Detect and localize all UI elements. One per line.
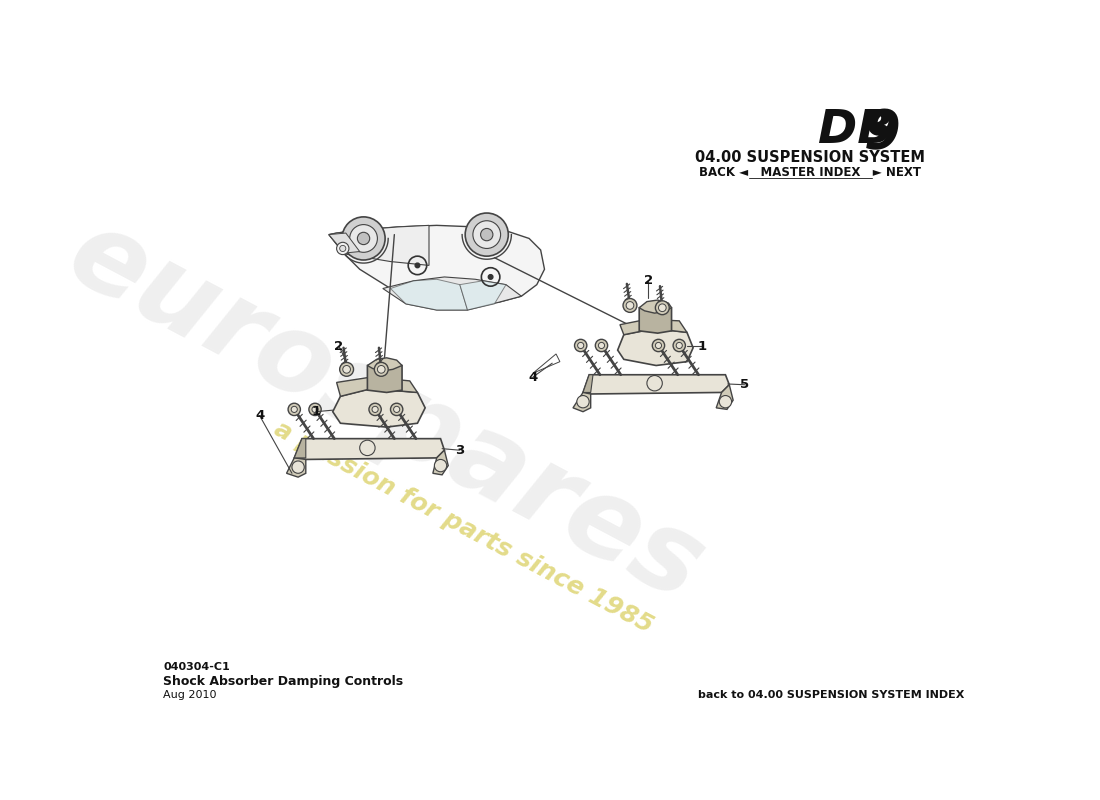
Polygon shape <box>337 377 418 396</box>
Text: 040304-C1: 040304-C1 <box>163 662 230 672</box>
Text: Shock Absorber Damping Controls: Shock Absorber Damping Controls <box>163 674 404 688</box>
Circle shape <box>719 395 732 408</box>
Polygon shape <box>295 438 306 458</box>
Circle shape <box>358 232 370 245</box>
Text: 2: 2 <box>334 340 343 353</box>
Text: 9: 9 <box>865 107 901 159</box>
Circle shape <box>473 221 500 249</box>
Circle shape <box>415 263 420 268</box>
Circle shape <box>598 342 605 349</box>
Circle shape <box>623 298 637 312</box>
Circle shape <box>288 403 300 415</box>
Polygon shape <box>367 362 403 393</box>
Circle shape <box>390 403 403 415</box>
Circle shape <box>340 362 353 376</box>
Circle shape <box>374 362 388 376</box>
Text: eurospares: eurospares <box>52 199 722 624</box>
Circle shape <box>309 403 321 415</box>
Circle shape <box>312 406 318 413</box>
Circle shape <box>647 375 662 391</box>
Circle shape <box>465 213 508 256</box>
Polygon shape <box>583 374 729 394</box>
Text: 2: 2 <box>644 274 653 287</box>
Polygon shape <box>329 233 360 253</box>
Polygon shape <box>716 385 733 410</box>
Polygon shape <box>295 438 444 459</box>
Text: a passion for parts since 1985: a passion for parts since 1985 <box>271 417 657 638</box>
Circle shape <box>656 342 661 349</box>
Circle shape <box>360 440 375 455</box>
Text: 4: 4 <box>528 370 538 383</box>
Circle shape <box>337 242 349 254</box>
Text: BACK ◄   MASTER INDEX   ► NEXT: BACK ◄ MASTER INDEX ► NEXT <box>700 166 921 179</box>
Circle shape <box>595 339 607 352</box>
Text: DB: DB <box>818 108 893 153</box>
Circle shape <box>394 406 399 413</box>
Polygon shape <box>639 304 671 333</box>
Circle shape <box>377 366 385 373</box>
Polygon shape <box>460 281 506 310</box>
Polygon shape <box>329 226 429 266</box>
Polygon shape <box>332 389 425 427</box>
Circle shape <box>652 339 664 352</box>
Text: 1: 1 <box>697 340 707 353</box>
Circle shape <box>292 406 297 413</box>
Polygon shape <box>618 329 693 366</box>
Circle shape <box>659 304 667 312</box>
Circle shape <box>676 342 682 349</box>
Polygon shape <box>383 277 521 310</box>
Polygon shape <box>639 300 671 313</box>
Polygon shape <box>620 319 686 334</box>
Circle shape <box>350 225 377 252</box>
Circle shape <box>576 395 590 408</box>
Circle shape <box>488 274 493 279</box>
Circle shape <box>673 339 685 352</box>
Polygon shape <box>573 393 591 412</box>
Circle shape <box>343 366 351 373</box>
Polygon shape <box>433 450 449 475</box>
Polygon shape <box>390 279 468 310</box>
Circle shape <box>340 246 345 251</box>
Text: back to 04.00 SUSPENSION SYSTEM INDEX: back to 04.00 SUSPENSION SYSTEM INDEX <box>697 690 964 700</box>
Circle shape <box>578 342 584 349</box>
Text: 5: 5 <box>740 378 749 391</box>
Circle shape <box>434 459 447 472</box>
Circle shape <box>626 302 634 310</box>
Circle shape <box>481 229 493 241</box>
Polygon shape <box>329 226 544 304</box>
Polygon shape <box>286 458 306 477</box>
Text: Aug 2010: Aug 2010 <box>163 690 217 700</box>
Circle shape <box>656 301 669 314</box>
Circle shape <box>342 217 385 260</box>
Text: 04.00 SUSPENSION SYSTEM: 04.00 SUSPENSION SYSTEM <box>695 150 925 165</box>
Circle shape <box>372 406 378 413</box>
Circle shape <box>574 339 587 352</box>
Text: 4: 4 <box>255 409 264 422</box>
Circle shape <box>368 403 382 415</box>
Polygon shape <box>367 358 403 371</box>
Text: 1: 1 <box>311 405 320 418</box>
Text: 3: 3 <box>455 444 464 457</box>
Polygon shape <box>583 374 593 393</box>
Circle shape <box>292 461 305 474</box>
